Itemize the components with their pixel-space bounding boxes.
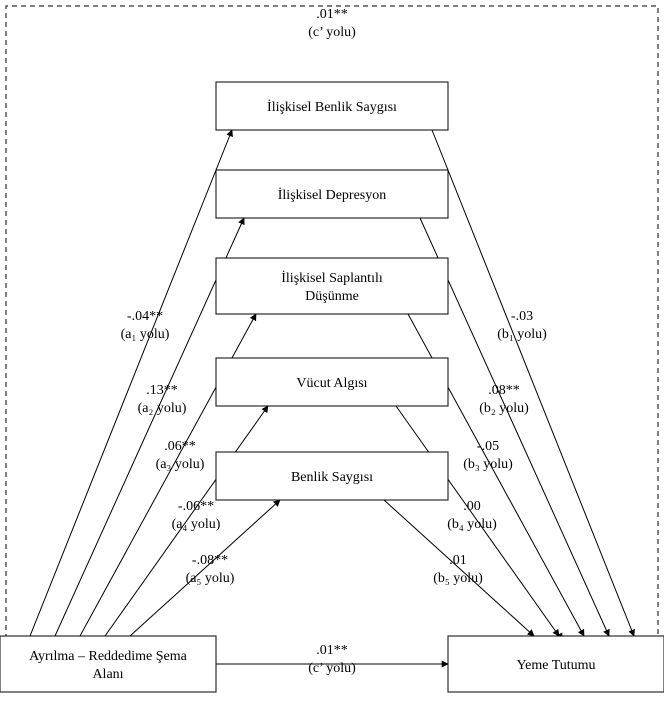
label-a2-value: .13**: [146, 383, 178, 398]
label-a3-name: (a₃ yolu): [156, 457, 205, 472]
label-c-prime-bottom-name: (c’ yolu): [308, 661, 356, 676]
label-b4-value: .00: [463, 499, 481, 514]
label-c-prime-top-value: .01**: [316, 7, 348, 22]
node-m3-label-1: İlişkisel Saplantılı: [281, 270, 383, 286]
node-m3: [216, 258, 448, 314]
node-dst-label: Yeme Tutumu: [516, 658, 595, 673]
label-a3-value: .06**: [164, 439, 196, 454]
label-a4-name: (a₄ yolu): [172, 517, 221, 532]
label-b3-name: (b₃ yolu): [463, 457, 513, 472]
node-m1-label: İlişkisel Benlik Saygısı: [267, 99, 397, 115]
label-b5-name: (b₅ yolu): [433, 571, 483, 586]
label-b4-name: (b₄ yolu): [447, 517, 497, 532]
node-src: [0, 636, 216, 692]
node-src-label-1: Ayrılma – Reddedime Şema: [29, 649, 188, 664]
label-b2-value: .08**: [488, 383, 520, 398]
node-m3-label-2: Düşünme: [305, 289, 359, 304]
label-a2-name: (a₂ yolu): [138, 401, 187, 416]
label-a5-name: (a₅ yolu): [186, 571, 235, 586]
node-m4-label: Vücut Algısı: [296, 376, 367, 391]
node-m2-label: İlişkisel Depresyon: [278, 187, 386, 203]
label-a4-value: -.06**: [178, 499, 214, 514]
label-a1-value: -.04**: [127, 309, 163, 324]
label-b1-name: (b₁ yolu): [497, 327, 547, 342]
label-b2-name: (b₂ yolu): [479, 401, 529, 416]
node-src-label-2: Alanı: [92, 667, 123, 682]
label-a5-value: -.08**: [192, 553, 228, 568]
label-c-prime-bottom-value: .01**: [316, 643, 348, 658]
node-m5-label: Benlik Saygısı: [291, 470, 373, 485]
label-a1-name: (a₁ yolu): [121, 327, 170, 342]
label-c-prime-top-name: (c’ yolu): [308, 25, 356, 40]
label-b3-value: -.05: [477, 439, 499, 454]
path-diagram: Ayrılma – Reddedime Şema Alanı Yeme Tutumu…: [0, 0, 664, 709]
label-b5-value: .01: [449, 553, 467, 568]
label-b1-value: -.03: [511, 309, 533, 324]
